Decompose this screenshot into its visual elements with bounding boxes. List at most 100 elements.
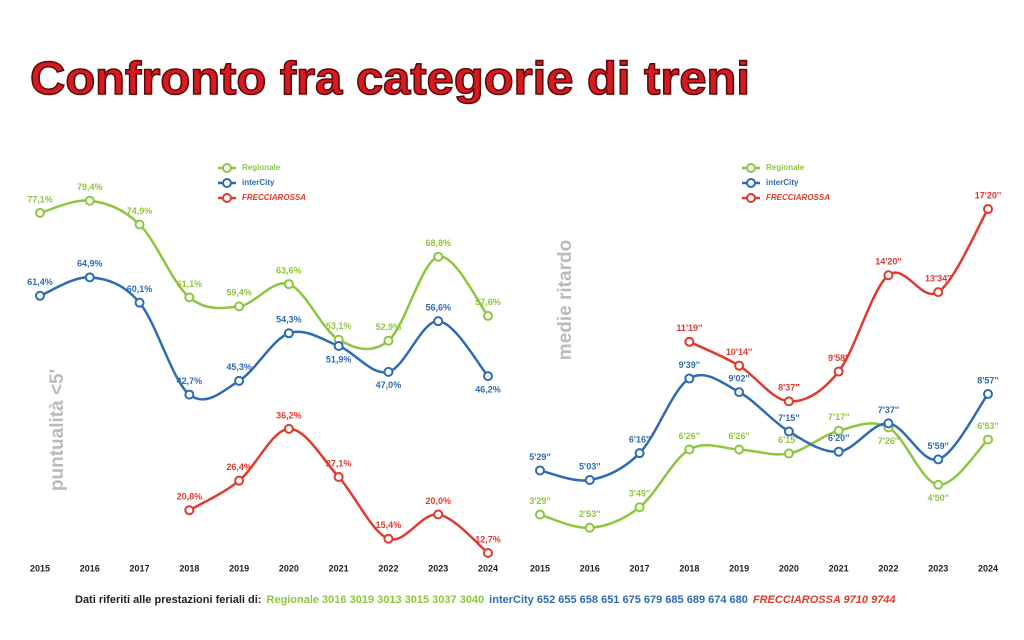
data-label: 61,4% xyxy=(27,277,53,287)
data-label: 6'20'' xyxy=(828,433,849,443)
data-label: 20,8% xyxy=(177,492,203,502)
data-point xyxy=(333,340,344,351)
data-point xyxy=(433,251,444,262)
data-label: 5'59'' xyxy=(928,441,949,451)
x-tick-label: 2016 xyxy=(80,563,100,573)
data-label: 61,1% xyxy=(177,279,203,289)
data-point xyxy=(783,426,794,437)
data-point xyxy=(483,371,493,382)
x-tick-label: 2021 xyxy=(329,563,349,573)
data-label: 20,0% xyxy=(425,496,451,506)
data-label: 59,4% xyxy=(226,288,252,298)
data-label: 36,2% xyxy=(276,410,302,420)
data-point xyxy=(833,366,844,377)
data-point xyxy=(783,448,794,459)
data-label: 7'37'' xyxy=(878,405,899,415)
data-label: 12,7% xyxy=(475,534,501,544)
data-label: 56,6% xyxy=(425,303,451,313)
footer: Dati riferiti alle prestazioni feriali d… xyxy=(75,594,896,606)
data-point xyxy=(383,533,394,544)
data-label: 7'26'' xyxy=(878,436,899,446)
data-label: 52,9% xyxy=(376,322,402,332)
data-point xyxy=(933,287,944,298)
data-point xyxy=(234,375,245,386)
data-point xyxy=(983,434,993,445)
legend-label: Regionale xyxy=(766,163,805,172)
footer-part: interCity 652 655 658 651 675 679 685 68… xyxy=(489,594,748,606)
data-point xyxy=(433,509,444,520)
x-tick-label: 2019 xyxy=(729,563,749,573)
data-point xyxy=(84,195,95,206)
data-point xyxy=(283,279,294,290)
data-point xyxy=(35,207,45,218)
legend-label: interCity xyxy=(242,178,275,187)
data-point xyxy=(584,475,595,486)
x-tick-label: 2023 xyxy=(428,563,448,573)
data-point xyxy=(983,388,993,399)
data-label: 9'02'' xyxy=(728,374,749,384)
data-point xyxy=(734,444,745,455)
data-label: 46,2% xyxy=(475,384,501,394)
data-point xyxy=(383,366,394,377)
legend-label: Regionale xyxy=(242,163,281,172)
data-label: 74,9% xyxy=(127,206,153,216)
legend-marker xyxy=(746,178,756,188)
data-point xyxy=(184,389,195,400)
data-label: 45,3% xyxy=(226,362,252,372)
x-tick-label: 2018 xyxy=(179,563,199,573)
data-label: 68,8% xyxy=(425,238,451,248)
data-label: 8'57'' xyxy=(977,375,998,385)
data-point xyxy=(184,292,195,303)
data-label: 14'20'' xyxy=(875,257,901,267)
data-label: 15,4% xyxy=(376,520,402,530)
data-point xyxy=(134,219,145,230)
data-point xyxy=(535,509,545,520)
data-point xyxy=(734,360,745,371)
series-line xyxy=(39,276,489,401)
data-label: 6'15'' xyxy=(778,435,799,445)
data-label: 7'17'' xyxy=(828,412,849,422)
series-line xyxy=(39,199,489,351)
data-point xyxy=(283,423,294,434)
data-label: 6'16'' xyxy=(629,435,650,445)
data-label: 42,7% xyxy=(177,376,203,386)
data-label: 60,1% xyxy=(127,284,153,294)
page-title: Confronto fra categorie di treni xyxy=(30,52,750,104)
data-label: 64,9% xyxy=(77,259,103,269)
data-label: 13'34'' xyxy=(925,274,951,284)
x-tick-label: 2024 xyxy=(478,563,498,573)
legend-marker xyxy=(746,163,756,173)
data-point xyxy=(684,373,695,384)
series-line xyxy=(539,422,989,530)
data-label: 6'26'' xyxy=(728,431,749,441)
data-point xyxy=(234,301,245,312)
data-label: 9'58'' xyxy=(828,353,849,363)
x-tick-label: 2022 xyxy=(378,563,398,573)
data-point xyxy=(483,310,493,321)
data-label: 53,1% xyxy=(326,321,352,331)
data-label: 4'50'' xyxy=(928,493,949,503)
data-label: 7'15'' xyxy=(778,413,799,423)
data-point xyxy=(833,425,844,436)
x-tick-label: 2015 xyxy=(530,563,550,573)
data-point xyxy=(134,297,145,308)
x-tick-label: 2016 xyxy=(580,563,600,573)
data-point xyxy=(684,444,695,455)
data-point xyxy=(433,316,444,327)
legend-marker xyxy=(746,193,756,203)
data-point xyxy=(634,448,645,459)
data-label: 3'49'' xyxy=(629,489,650,499)
data-point xyxy=(184,505,195,516)
data-label: 54,3% xyxy=(276,315,302,325)
x-tick-label: 2020 xyxy=(779,563,799,573)
data-point xyxy=(483,548,493,559)
data-label: 3'29'' xyxy=(529,496,550,506)
data-point xyxy=(833,446,844,457)
data-label: 79,4% xyxy=(77,182,103,192)
data-label: 57,6% xyxy=(475,297,501,307)
data-label: 6'53'' xyxy=(977,421,998,431)
data-point xyxy=(783,396,794,407)
footer-part: Regionale 3016 3019 3013 3015 3037 3040 xyxy=(266,594,484,606)
x-tick-label: 2015 xyxy=(30,563,50,573)
